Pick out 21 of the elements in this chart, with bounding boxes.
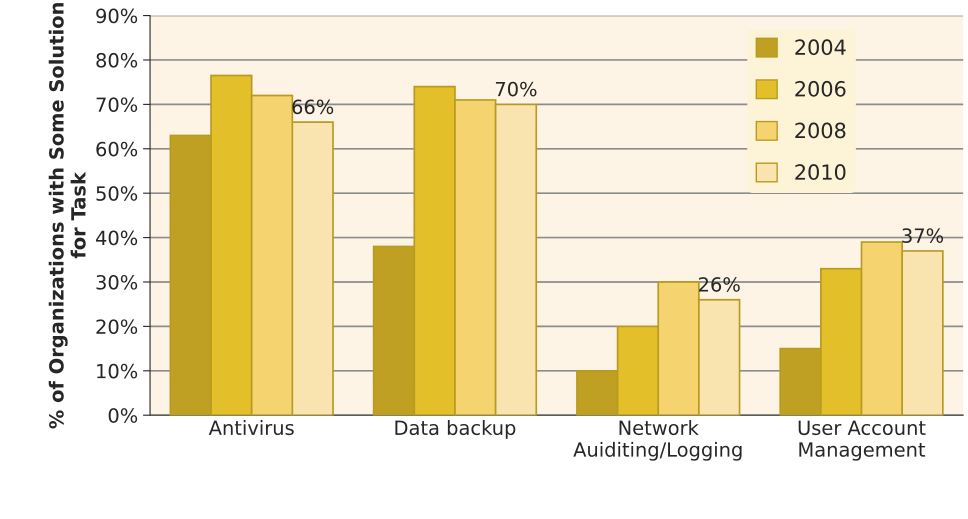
legend-label: 2008 (795, 122, 846, 138)
x-tick-label: Antivirus (208, 420, 294, 436)
y-tick-label: 30% (96, 274, 138, 290)
y-tick-label: 50% (96, 186, 138, 201)
x-tick-label: Data backup (395, 420, 516, 439)
legend-label: 2010 (795, 164, 846, 180)
y-tick-label: 80% (96, 52, 138, 68)
y-tick-label: 70% (96, 97, 138, 112)
y-axis-title: % of Organizations with Some Solution for Task (48, 3, 86, 429)
y-tick-label: 20% (96, 319, 138, 334)
data-label: 70% (496, 82, 536, 96)
x-tick-label: User Account Management (798, 420, 926, 461)
legend-label: 2004 (795, 39, 846, 56)
y-tick-label: 40% (96, 230, 138, 246)
data-label: 37% (902, 228, 944, 243)
legend-label: 2006 (795, 80, 846, 97)
y-tick-label: 0% (108, 408, 138, 423)
y-tick-label: 10% (97, 364, 138, 378)
y-tick-label: 60% (96, 142, 138, 156)
x-tick-label: Network Auiditing/Logging (573, 420, 742, 461)
y-tick-label: 90% (96, 8, 138, 24)
